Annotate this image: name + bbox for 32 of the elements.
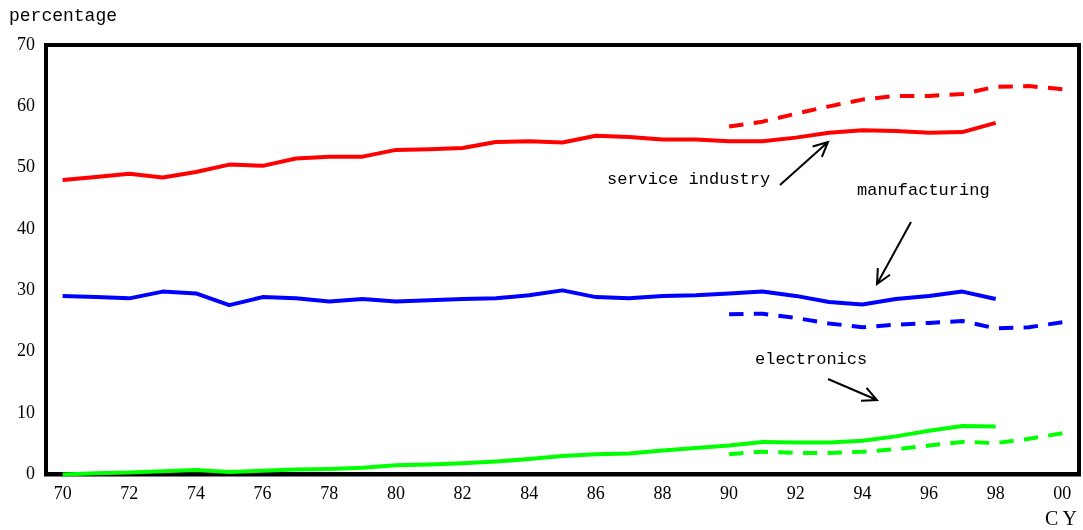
x-tick-label: 78	[320, 482, 339, 503]
y-tick-label: 0	[26, 463, 35, 484]
x-tick-label: 96	[920, 482, 939, 503]
x-tick-label: 98	[986, 482, 1005, 503]
x-tick-label: 72	[120, 482, 139, 503]
y-axis-title: percentage	[9, 6, 118, 26]
y-tick-label: 20	[17, 340, 35, 361]
x-tick-label: 00	[1053, 482, 1072, 503]
line-series	[727, 311, 1065, 331]
x-tick-label: 94	[853, 482, 872, 503]
x-tick-label: 74	[186, 482, 205, 503]
y-tick-label: 60	[17, 95, 35, 116]
x-tick-label: 80	[386, 482, 405, 503]
line-series	[727, 431, 1065, 457]
y-tick-label: 10	[17, 401, 35, 422]
x-tick-label: 82	[453, 482, 472, 503]
x-axis-title: C Y	[1044, 507, 1077, 530]
annotation: electronics	[755, 350, 868, 369]
y-tick-label: 50	[17, 156, 35, 177]
annotation: manufacturing	[857, 181, 990, 200]
x-tick-label: 86	[586, 482, 605, 503]
x-tick-label: 70	[53, 482, 72, 503]
x-tick-label: 88	[653, 482, 672, 503]
annotation: service industry	[607, 170, 771, 189]
y-tick-label: 70	[17, 33, 35, 54]
line-series	[727, 84, 1065, 129]
x-tick-label: 90	[720, 482, 739, 503]
y-tick-label: 30	[17, 279, 35, 300]
x-tick-label: 92	[786, 482, 805, 503]
x-tick-label: 76	[253, 482, 272, 503]
x-tick-label: 84	[520, 482, 539, 503]
y-tick-label: 40	[17, 217, 35, 238]
